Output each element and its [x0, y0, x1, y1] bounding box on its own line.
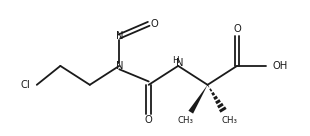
Polygon shape — [211, 92, 215, 96]
Polygon shape — [215, 99, 221, 104]
Polygon shape — [217, 103, 224, 109]
Text: O: O — [145, 115, 153, 125]
Polygon shape — [209, 88, 212, 92]
Polygon shape — [219, 106, 227, 113]
Text: N: N — [116, 31, 123, 41]
Polygon shape — [213, 95, 218, 100]
Text: OH: OH — [272, 61, 288, 71]
Text: N: N — [176, 58, 184, 68]
Polygon shape — [207, 85, 209, 88]
Text: CH₃: CH₃ — [178, 116, 194, 125]
Text: Cl: Cl — [20, 80, 30, 90]
Text: N: N — [116, 61, 123, 71]
Polygon shape — [188, 85, 208, 114]
Text: H: H — [172, 55, 179, 64]
Text: CH₃: CH₃ — [221, 116, 237, 125]
Text: O: O — [233, 24, 241, 34]
Text: O: O — [151, 19, 158, 29]
